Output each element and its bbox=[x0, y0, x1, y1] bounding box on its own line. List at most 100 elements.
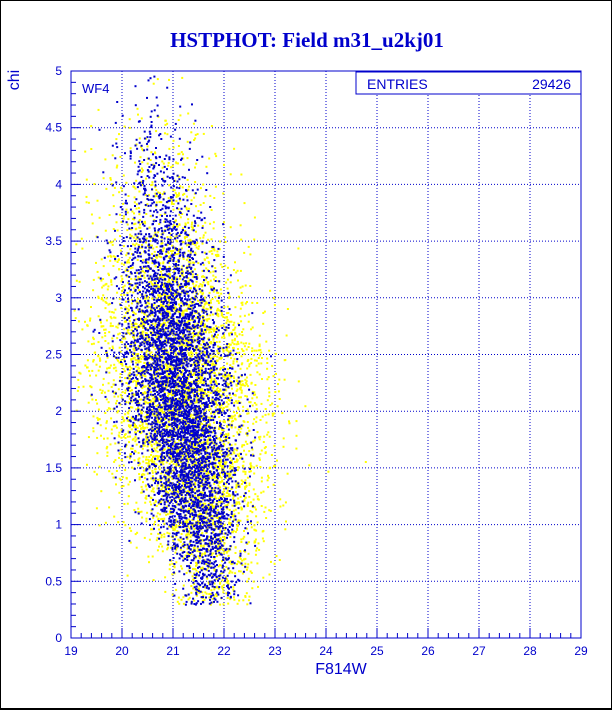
data-point bbox=[222, 589, 224, 591]
data-point bbox=[116, 400, 118, 402]
data-point bbox=[192, 283, 194, 285]
data-point bbox=[110, 443, 112, 445]
data-point bbox=[134, 162, 136, 164]
data-point bbox=[223, 335, 225, 337]
data-point bbox=[135, 323, 137, 325]
data-point bbox=[164, 591, 166, 593]
data-point bbox=[226, 401, 228, 403]
data-point bbox=[138, 464, 140, 466]
data-point bbox=[207, 257, 209, 259]
data-point bbox=[89, 318, 91, 320]
data-point bbox=[246, 368, 248, 370]
data-point bbox=[153, 487, 155, 489]
data-point bbox=[194, 268, 196, 270]
data-point bbox=[232, 589, 234, 591]
data-point bbox=[100, 435, 102, 437]
data-point bbox=[187, 113, 189, 115]
data-point bbox=[87, 359, 89, 361]
data-point bbox=[138, 227, 140, 229]
data-point bbox=[256, 416, 258, 418]
data-point bbox=[107, 342, 109, 344]
data-point bbox=[240, 320, 242, 322]
data-point bbox=[150, 444, 152, 446]
data-point bbox=[87, 366, 89, 368]
data-point bbox=[138, 207, 140, 209]
data-point bbox=[263, 491, 265, 493]
data-point bbox=[195, 163, 197, 165]
data-point bbox=[237, 466, 239, 468]
data-point bbox=[249, 596, 251, 598]
data-point bbox=[149, 501, 151, 503]
data-point bbox=[187, 157, 189, 159]
data-point bbox=[203, 202, 205, 204]
data-point bbox=[194, 252, 196, 254]
data-point bbox=[172, 594, 174, 596]
data-point bbox=[212, 271, 214, 273]
data-point bbox=[130, 425, 132, 427]
data-point bbox=[154, 251, 156, 253]
data-point bbox=[210, 331, 212, 333]
data-point bbox=[123, 218, 125, 220]
data-point bbox=[101, 258, 103, 260]
data-point bbox=[183, 193, 185, 195]
data-point bbox=[287, 473, 289, 475]
data-point bbox=[92, 361, 94, 363]
data-point bbox=[274, 391, 276, 393]
data-point bbox=[220, 367, 222, 369]
data-point bbox=[227, 288, 229, 290]
data-point bbox=[183, 585, 185, 587]
data-point bbox=[205, 331, 207, 333]
data-point bbox=[137, 360, 139, 362]
data-point bbox=[217, 509, 219, 511]
data-point bbox=[135, 451, 137, 453]
data-point bbox=[262, 416, 264, 418]
data-point bbox=[210, 300, 212, 302]
data-point bbox=[146, 456, 148, 458]
data-point bbox=[234, 338, 236, 340]
data-point bbox=[157, 485, 159, 487]
data-point bbox=[267, 479, 269, 481]
data-point bbox=[226, 582, 228, 584]
data-point bbox=[150, 460, 152, 462]
data-point bbox=[127, 308, 129, 310]
data-point bbox=[233, 402, 235, 404]
data-point bbox=[135, 359, 137, 361]
data-point bbox=[163, 518, 165, 520]
data-point bbox=[106, 319, 108, 321]
data-point bbox=[108, 401, 110, 403]
data-point bbox=[236, 484, 238, 486]
data-point bbox=[138, 452, 140, 454]
data-point bbox=[142, 331, 144, 333]
data-point bbox=[242, 406, 244, 408]
data-point bbox=[248, 430, 250, 432]
data-point bbox=[256, 547, 258, 549]
data-point bbox=[139, 370, 141, 372]
data-point bbox=[237, 341, 239, 343]
data-point bbox=[127, 348, 129, 350]
data-point bbox=[235, 552, 237, 554]
data-point bbox=[254, 359, 256, 361]
data-point bbox=[121, 290, 123, 292]
data-point bbox=[184, 237, 186, 239]
data-point bbox=[189, 354, 191, 356]
data-point bbox=[240, 342, 242, 344]
data-point bbox=[145, 520, 147, 522]
data-point bbox=[145, 462, 147, 464]
data-point bbox=[224, 542, 226, 544]
data-point bbox=[238, 501, 240, 503]
data-point bbox=[185, 521, 187, 523]
data-point bbox=[150, 281, 152, 283]
data-point bbox=[182, 596, 184, 598]
data-point bbox=[112, 194, 114, 196]
data-point bbox=[160, 304, 162, 306]
data-point bbox=[96, 437, 98, 439]
data-point bbox=[118, 133, 120, 135]
data-point bbox=[232, 505, 234, 507]
data-point bbox=[134, 436, 136, 438]
data-point bbox=[123, 419, 125, 421]
data-point bbox=[149, 539, 151, 541]
data-point bbox=[145, 459, 147, 461]
data-point bbox=[142, 461, 144, 463]
data-point bbox=[239, 315, 241, 317]
data-point bbox=[141, 168, 143, 170]
